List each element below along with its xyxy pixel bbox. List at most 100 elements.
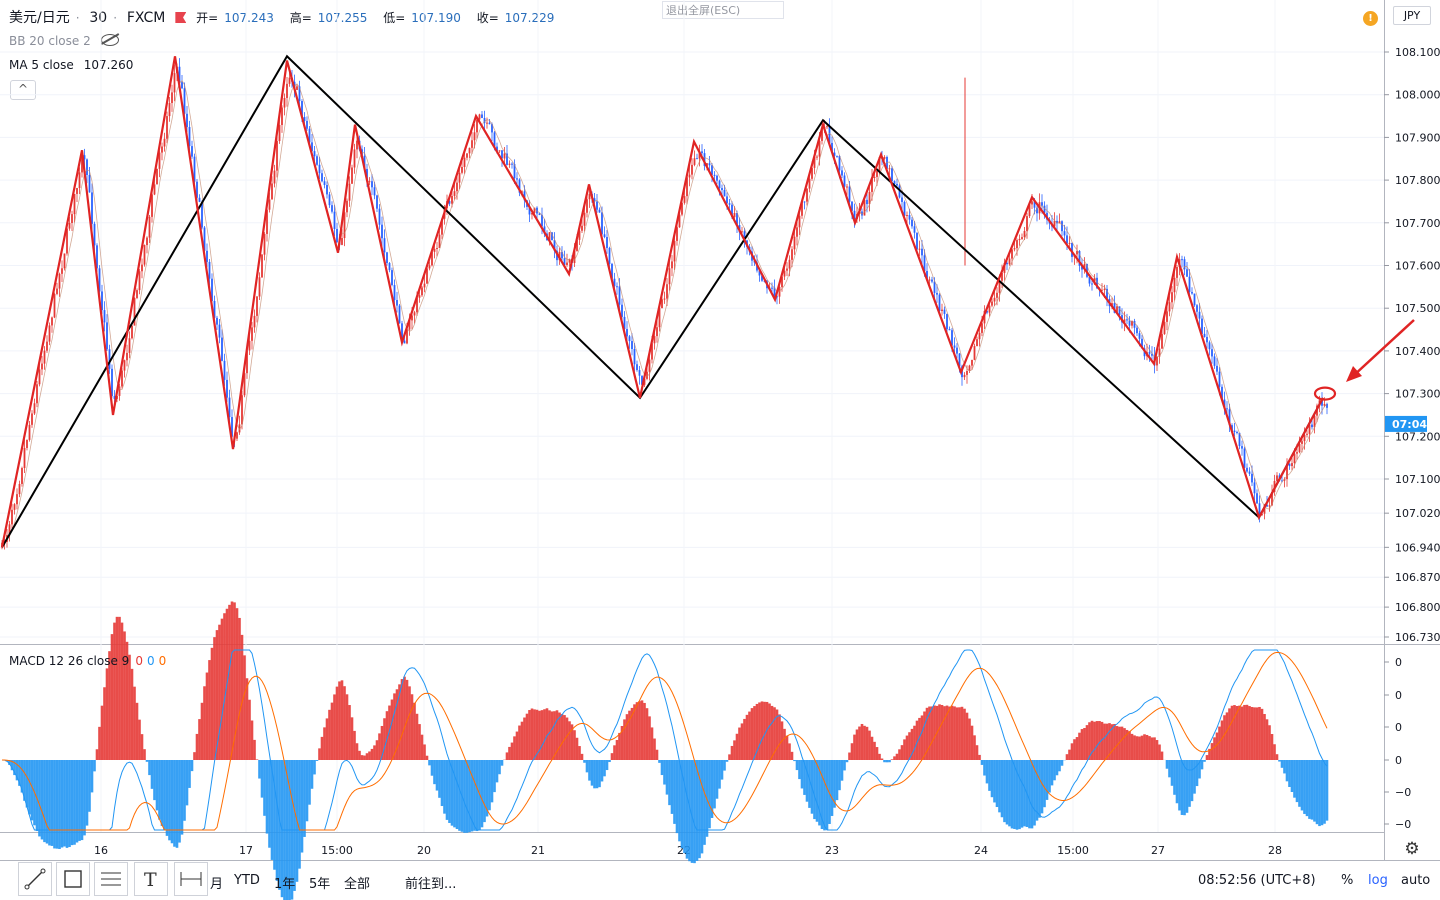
macd-histogram-bar [805,760,809,802]
currency-button[interactable]: JPY [1393,6,1431,25]
macd-histogram-bar [275,760,279,881]
fib-tool-icon[interactable] [94,862,128,896]
candle-body [1173,277,1176,293]
range-ytd[interactable]: YTD [234,873,260,888]
candle-body [413,312,416,316]
ma-indicator-legend[interactable]: MA 5 close 107.260 [9,58,139,72]
candle-body [843,175,846,187]
macd-histogram-bar [475,760,479,832]
candle-body [586,199,588,213]
trendline-tool-icon[interactable] [18,862,52,896]
candle-body [86,159,88,176]
macd-histogram-bar [168,760,171,841]
price-tick-label: 107.900 [1395,131,1440,144]
candle-body [503,153,506,159]
candle-body [1286,463,1288,480]
candle-body [288,77,291,84]
macd-histogram-bar [645,708,649,760]
candle-body [1206,336,1208,343]
macd-histogram-bar [48,760,51,846]
macd-histogram-bar [508,746,511,760]
rectangle-tool-icon[interactable] [56,862,90,896]
candle-body [928,279,931,281]
range-5y[interactable]: 5年 [309,877,331,892]
candle-body [38,369,41,385]
macd-histogram-bar [565,717,569,760]
measure-tool-icon[interactable] [174,862,208,896]
macd-histogram-bar [218,624,221,760]
settings-gear-icon[interactable]: ⚙ [1404,839,1420,859]
candle-body [1061,221,1063,232]
candle-body [71,214,73,223]
text-tool-icon[interactable]: T [134,862,168,896]
range-1y[interactable]: 1年 [274,877,296,892]
candle-body [1163,321,1166,335]
macd-histogram-bar [988,760,991,791]
macd-histogram-bar [18,760,21,786]
candle-body [1171,292,1173,303]
macd-histogram-bar [698,760,701,859]
current-price-tag-text: 07:04 [1392,418,1427,431]
candle-body [1083,264,1086,270]
candle-body [186,113,188,128]
candle-body [501,150,503,159]
macd-histogram-bar [1218,726,1221,760]
candle-body [541,214,543,227]
macd-histogram-bar [995,760,999,808]
exit-fullscreen-button[interactable]: 退出全屏(ESC) [662,1,784,19]
clock[interactable]: 08:52:56 (UTC+8) [1198,873,1316,888]
price-tick-label: 107.200 [1395,430,1440,443]
range-month[interactable]: 月 [210,877,224,892]
candle-body [1246,467,1248,472]
flag-icon[interactable] [175,12,187,23]
candle-body [178,66,181,83]
alert-icon[interactable]: ! [1363,11,1378,26]
macd-histogram-bar [1275,754,1279,760]
symbol-name[interactable]: 美元/日元 [9,10,70,26]
interval[interactable]: 30 [89,10,108,26]
broker: FXCM [126,10,166,26]
x-tick-label: 23 [825,844,839,857]
candle-body [456,182,458,192]
range-all[interactable]: 全部 [344,877,371,892]
macd-histogram-bar [1138,736,1141,760]
ohlc-close: 收= 107.229 [476,11,555,25]
candle-body [103,310,106,323]
macd-histogram-bar [1100,721,1104,760]
candle-body [213,300,216,318]
candle-body [808,178,811,189]
macd-histogram-bar [438,760,441,798]
candle-body [728,203,731,205]
candle-body [1313,415,1316,428]
percent-toggle[interactable]: % [1341,873,1354,888]
macd-histogram-bar [360,755,364,760]
candle-body [1296,452,1298,454]
goto-date-button[interactable]: 前往到... [405,877,457,892]
auto-toggle[interactable]: auto [1401,873,1431,888]
macd-histogram-bar [1250,707,1254,760]
macd-histogram-bar [258,760,261,779]
macd-histogram-bar [540,710,544,760]
candle-body [1036,207,1038,214]
candle-body [341,238,343,245]
macd-histogram-bar [663,760,666,785]
macd-histogram-bar [1215,732,1219,760]
macd-histogram-bar [893,756,896,760]
candle-body [986,310,988,313]
macd-pane [1,601,1329,900]
macd-histogram-bar [1023,760,1026,827]
candle-body [166,116,168,139]
macd-histogram-bar [798,760,801,780]
macd-histogram-bar [1048,760,1051,793]
macd-histogram-bar [1028,760,1031,829]
macd-histogram-bar [445,760,449,820]
log-toggle[interactable]: log [1368,873,1388,888]
macd-histogram-bar [185,760,189,806]
candle-body [226,379,228,398]
candle-body [1213,356,1216,366]
macd-histogram-bar [1158,744,1161,760]
candle-body [151,194,153,217]
macd-histogram-bar [855,729,859,760]
candle-body [1088,276,1091,284]
